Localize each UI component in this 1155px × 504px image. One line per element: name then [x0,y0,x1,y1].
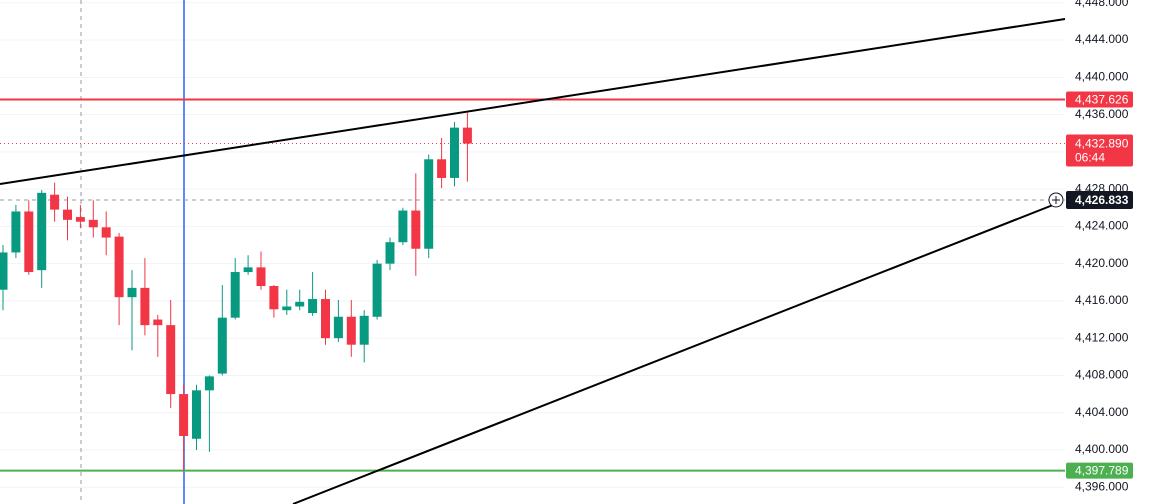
candle-body [398,210,408,243]
y-tick-label: 4,420.000 [1075,256,1129,270]
candle-body [462,127,472,144]
y-tick-label: 4,396.000 [1075,479,1129,493]
candle-body [24,211,34,273]
y-tick-label: 4,412.000 [1075,330,1129,344]
candle-body [359,315,369,345]
candle-body [282,306,292,311]
candle-body [11,211,21,253]
candle-body [321,299,330,339]
candle-body [37,192,47,271]
candle-body [50,194,60,210]
candle-body [385,242,395,264]
countdown-label: 06:44 [1075,151,1105,165]
grid [0,2,1065,488]
candle-body [333,316,343,339]
crosshair-tag [1066,190,1133,209]
candle-body [295,301,305,307]
candle-body [88,219,98,228]
candle-body [256,267,266,287]
candle-body [450,127,459,178]
candle-body [166,325,176,395]
candle-body [179,394,189,436]
candle-body [114,236,124,298]
candle-body [0,252,8,290]
price-level-label: 4,397.789 [1075,464,1129,478]
candle-body [230,272,240,318]
candle-body [217,317,227,374]
candle-body [101,227,111,238]
price-axis: 4,396.000 4,400.000 4,404.000 4,408.000 4,41… [1048,0,1133,493]
candle-body [308,299,318,314]
y-tick-label: 4,448.000 [1075,0,1129,9]
candle-body [127,287,137,298]
trendline-upper [0,18,1066,185]
candle-body [437,159,447,178]
levels [0,98,1065,472]
candle-body [269,286,279,310]
candle-body [63,209,72,220]
crosshair-label: 4,426.833 [1075,193,1129,207]
price-level-label: 4,437.626 [1075,93,1129,107]
candle-body [372,263,382,317]
candle-body [140,287,150,326]
candle-body [192,390,201,439]
candle-body [346,316,356,345]
candle-body [153,319,163,326]
price-level-tag [1066,462,1133,479]
y-tick-label: 4,436.000 [1075,107,1129,121]
y-tick-label: 4,400.000 [1075,442,1129,456]
candle-body [204,376,214,391]
y-tick-label: 4,440.000 [1075,69,1129,83]
price-level-tag [1066,91,1133,108]
y-tick-label: 4,404.000 [1075,405,1129,419]
candle-body [243,267,253,273]
candles [0,112,472,471]
y-tick-label: 4,424.000 [1075,219,1129,233]
last-price-tag [1066,134,1133,167]
candle-body [424,159,434,249]
candle-body [75,217,85,222]
y-tick-label: 4,408.000 [1075,368,1129,382]
trendline-lower [292,202,1059,504]
y-tick-label: 4,416.000 [1075,293,1129,307]
candle-body [411,210,421,249]
y-tick-label: 4,444.000 [1075,32,1129,46]
last-price-label: 4,432.890 [1075,137,1129,151]
